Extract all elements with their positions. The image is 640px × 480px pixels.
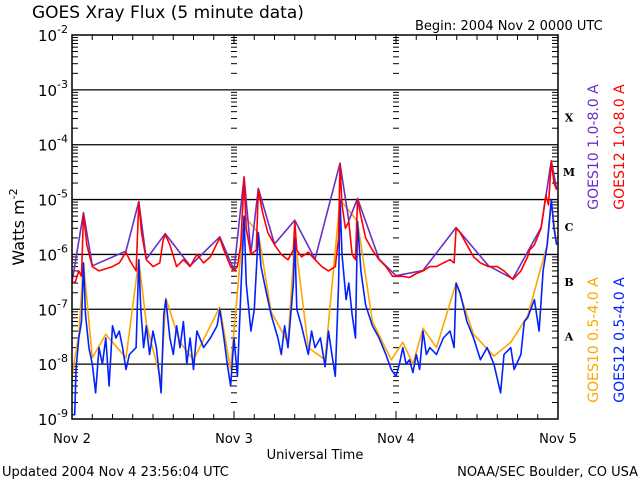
legend-entry: GOES12 0.5-4.0 A — [612, 277, 628, 403]
y-tick-label: 10-5 — [38, 188, 68, 210]
begin-label: Begin: 2004 Nov 2 0000 UTC — [415, 19, 603, 34]
grid — [72, 89, 558, 365]
y-tick-label-base: 10 — [38, 246, 57, 264]
legend: GOES10 1.0-8.0 A GOES12 1.0-8.0 A GOES10 0… — [586, 84, 628, 403]
y-axis-label: Watts m-2 — [7, 188, 28, 265]
updated-timestamp: Updated 2004 Nov 4 23:56:04 UTC — [2, 465, 229, 480]
series-line-goes12-0-5-4-0-a — [72, 198, 558, 416]
y-tick-label-exponent: -5 — [57, 188, 68, 201]
flare-class-label: B — [564, 276, 573, 289]
y-tick-labels: 10-210-310-410-510-610-710-810-9 — [38, 23, 68, 429]
y-tick-label-exponent: -3 — [57, 78, 68, 91]
y-tick-label: 10-3 — [38, 78, 68, 100]
y-tick-label-base: 10 — [38, 27, 57, 45]
y-tick-label: 10-9 — [38, 407, 68, 429]
x-tick-label: Nov 5 — [539, 432, 577, 447]
y-tick-label-exponent: -9 — [57, 407, 68, 420]
x-axis-label: Universal Time — [267, 448, 364, 463]
y-tick-label: 10-7 — [38, 297, 68, 319]
y-tick-label-exponent: -2 — [57, 23, 68, 36]
series-line-goes10-1-0-8-0-a — [71, 160, 558, 283]
y-tick-label-base: 10 — [38, 192, 57, 210]
y-tick-label-exponent: -4 — [57, 133, 68, 146]
y-tick-label: 10-2 — [38, 23, 68, 45]
y-tick-label-base: 10 — [38, 356, 57, 374]
y-axis-label-exponent: -2 — [7, 188, 20, 199]
credit-text: NOAA/SEC Boulder, CO USA — [457, 465, 638, 480]
flare-class-label: X — [565, 111, 574, 124]
flare-class-labels: X M C B A — [563, 111, 575, 343]
y-tick-label-exponent: -7 — [57, 297, 68, 310]
flare-class-label: A — [564, 331, 574, 344]
legend-entry: GOES10 0.5-4.0 A — [586, 277, 602, 403]
x-tick-labels: Nov 2 Nov 3 Nov 4 Nov 5 — [53, 432, 577, 447]
y-tick-label: 10-6 — [38, 242, 68, 264]
y-tick-label-exponent: -6 — [57, 242, 68, 255]
x-tick-label: Nov 4 — [377, 432, 415, 447]
y-tick-label-base: 10 — [38, 82, 57, 100]
series-lines — [71, 160, 558, 416]
x-tick-label: Nov 2 — [53, 432, 91, 447]
series-line-goes12-1-0-8-0-a — [71, 160, 558, 284]
svg-text:Watts m-2: Watts m-2 — [7, 188, 28, 265]
chart-title: GOES Xray Flux (5 minute data) — [32, 3, 304, 23]
plot-frame — [71, 34, 559, 420]
legend-entry: GOES12 1.0-8.0 A — [612, 84, 628, 210]
y-tick-label-base: 10 — [38, 137, 57, 155]
legend-entry: GOES10 1.0-8.0 A — [586, 84, 602, 210]
axis-ticks — [72, 35, 558, 419]
flare-class-label: M — [563, 166, 575, 179]
y-tick-label: 10-4 — [38, 133, 68, 155]
y-axis-label-text: Watts m — [9, 199, 28, 265]
y-tick-label: 10-8 — [38, 352, 68, 374]
y-tick-label-exponent: -8 — [57, 352, 68, 365]
x-tick-label: Nov 3 — [215, 432, 253, 447]
flare-class-label: C — [565, 221, 574, 234]
y-tick-label-base: 10 — [38, 301, 57, 319]
y-tick-label-base: 10 — [38, 411, 57, 429]
